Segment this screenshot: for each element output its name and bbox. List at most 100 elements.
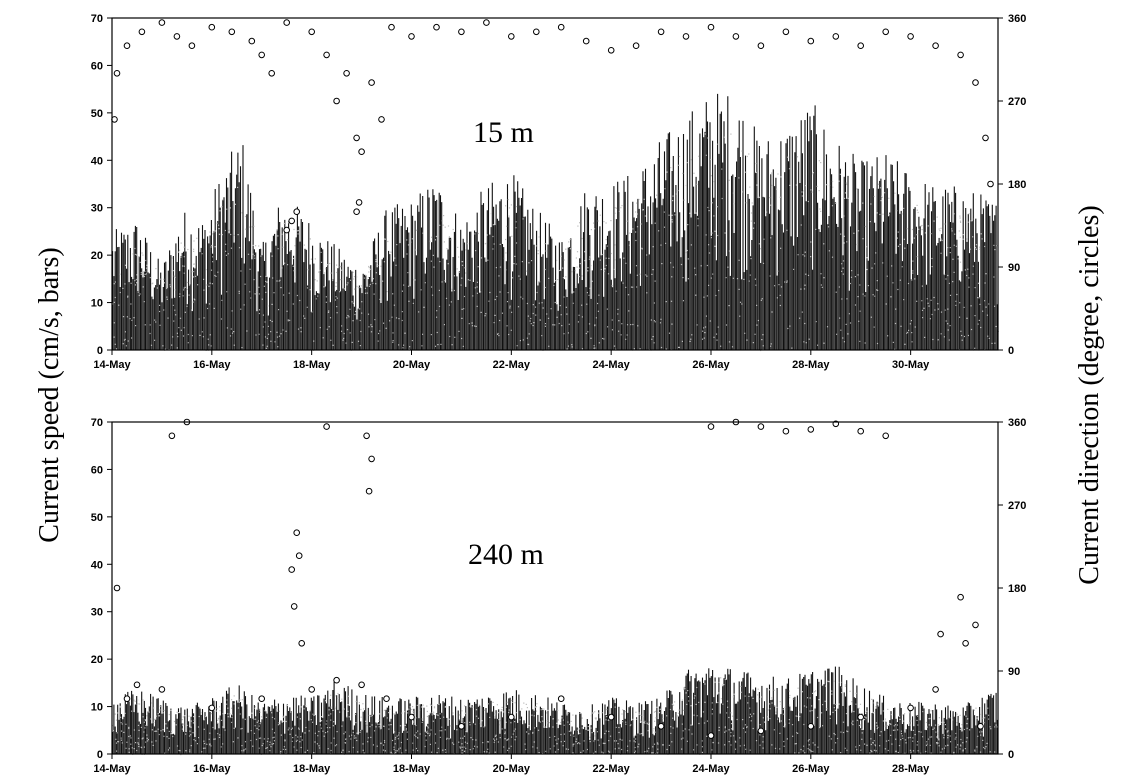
speed-fill-dot (892, 729, 894, 731)
speed-fill-dot (758, 243, 760, 245)
speed-fill-dot (974, 287, 976, 289)
speed-fill-dot (916, 209, 918, 211)
speed-fill-dot (292, 265, 294, 267)
speed-fill-dot (760, 248, 762, 250)
speed-fill-dot (904, 713, 906, 715)
speed-fill-dot (208, 738, 210, 740)
speed-fill-dot (398, 344, 400, 346)
speed-fill-dot (365, 274, 367, 276)
speed-fill-dot (635, 265, 638, 267)
speed-fill-dot (197, 284, 199, 286)
speed-fill-dot (817, 344, 819, 346)
speed-fill-dot (476, 305, 478, 307)
speed-fill-dot (484, 243, 486, 245)
speed-fill-dot (211, 283, 213, 285)
speed-fill-dot (465, 730, 467, 732)
speed-fill-dot (397, 750, 399, 752)
speed-fill-dot (448, 236, 450, 238)
speed-fill-dot (628, 244, 631, 246)
speed-fill-dot (672, 717, 674, 719)
speed-fill-dot (475, 739, 477, 741)
speed-fill-dot (415, 724, 417, 727)
speed-fill-dot (864, 225, 866, 228)
speed-fill-dot (872, 742, 874, 744)
speed-fill-dot (330, 272, 332, 274)
speed-fill-dot (487, 741, 490, 743)
speed-fill-dot (855, 746, 857, 748)
speed-fill-dot (618, 210, 621, 212)
speed-fill-dot (335, 285, 337, 287)
speed-fill-dot (355, 310, 357, 312)
speed-fill-dot (193, 276, 195, 278)
speed-fill-dot (533, 715, 535, 717)
speed-fill-dot (804, 284, 806, 286)
speed-fill-dot (562, 267, 564, 269)
speed-fill-dot (567, 345, 569, 347)
speed-fill-dot (469, 721, 471, 723)
speed-fill-dot (937, 303, 939, 305)
speed-fill-dot (746, 726, 748, 728)
speed-fill-dot (154, 339, 156, 341)
speed-fill-dot (499, 319, 501, 322)
speed-fill-dot (938, 717, 940, 719)
speed-fill-dot (515, 221, 517, 223)
speed-fill-dot (591, 280, 593, 282)
speed-fill-dot (943, 734, 945, 736)
speed-fill-dot (474, 745, 476, 747)
speed-fill-dot (880, 731, 882, 733)
speed-fill-dot (182, 265, 184, 267)
speed-fill-dot (114, 296, 116, 299)
speed-fill-dot (354, 288, 356, 290)
left-tick-label: 10 (91, 702, 103, 714)
speed-fill-dot (844, 197, 846, 199)
speed-fill-dot (270, 331, 272, 333)
speed-fill-dot (818, 699, 820, 701)
speed-fill-dot (477, 266, 479, 268)
speed-fill-dot (897, 751, 899, 754)
speed-fill-dot (640, 223, 642, 225)
speed-fill-dot (672, 704, 675, 706)
speed-fill-dot (355, 700, 357, 703)
speed-fill-dot (782, 708, 784, 711)
speed-fill-dot (990, 728, 992, 730)
speed-fill-dot (654, 280, 656, 282)
speed-fill-dot (162, 712, 164, 714)
speed-fill-dot (289, 319, 291, 321)
speed-fill-dot (504, 738, 506, 740)
speed-fill-dot (171, 730, 173, 732)
speed-fill-dot (994, 305, 996, 307)
speed-fill-dot (334, 299, 336, 301)
speed-fill-dot (968, 286, 970, 288)
speed-fill-dot (770, 237, 772, 239)
speed-fill-dot (370, 331, 373, 333)
speed-fill-dot (574, 270, 576, 272)
speed-fill-dot (913, 237, 915, 239)
speed-fill-dot (865, 717, 867, 719)
speed-fill-dot (303, 244, 305, 246)
speed-fill-dot (879, 745, 881, 747)
speed-fill-dot (846, 707, 848, 709)
speed-fill-dot (126, 316, 128, 318)
speed-fill-dot (167, 317, 169, 319)
speed-fill-dot (893, 725, 895, 727)
speed-fill-dot (198, 318, 200, 320)
speed-fill-dot (164, 348, 166, 350)
speed-fill-dot (741, 150, 743, 152)
speed-fill-dot (412, 749, 414, 751)
speed-fill-dot (953, 271, 955, 273)
speed-fill-dot (890, 723, 892, 725)
speed-fill-dot (788, 704, 791, 706)
speed-fill-dot (532, 731, 534, 734)
speed-fill-dot (937, 732, 939, 734)
speed-fill-dot (805, 342, 807, 344)
speed-fill-dot (636, 286, 638, 288)
speed-fill-dot (985, 273, 987, 275)
speed-fill-dot (847, 197, 849, 199)
speed-fill-dot (654, 222, 656, 224)
speed-fill-dot (346, 284, 348, 286)
speed-fill-dot (836, 737, 839, 740)
speed-fill-dot (340, 279, 342, 281)
speed-fill-dot (822, 725, 824, 727)
speed-fill-dot (680, 263, 683, 266)
speed-fill-dot (796, 715, 798, 717)
